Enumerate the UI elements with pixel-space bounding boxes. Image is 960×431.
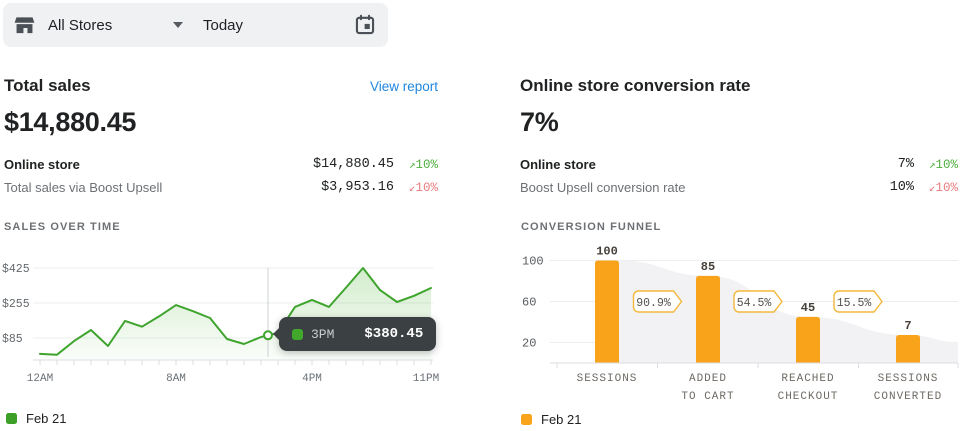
legend-label: Feb 21 [541, 412, 582, 427]
metric-row-boost-upsell-rate: Boost Upsell conversion rate 10% ↙10% [520, 176, 958, 199]
svg-text:60: 60 [522, 296, 536, 310]
metric-label: Boost Upsell conversion rate [520, 180, 686, 195]
tooltip-time-label: 3PM [311, 326, 335, 342]
funnel-category-label: ADDED [689, 373, 727, 385]
metric-value: $14,880.45 [312, 157, 394, 172]
sales-over-time-chart[interactable]: $425 $255 $85 12AM 8AM 4PM 11PM [0, 250, 440, 385]
date-selector-button[interactable]: Today [187, 3, 388, 47]
arrow-down-left-icon: ↙ [408, 182, 416, 195]
legend-label: Feb 21 [26, 411, 67, 426]
conversion-chip-label: 54.5% [737, 297, 772, 310]
metric-row-online-store-rate: Online store 7% ↗10% [520, 153, 958, 176]
funnel-bar-chart-svg: 100 60 20 100 85 45 7 90.9% 54.5% 15.5% SESSIONS AD… [522, 245, 959, 403]
bar-value-label: 85 [701, 260, 715, 274]
sales-chart-legend: Feb 21 [6, 411, 66, 426]
svg-text:11PM: 11PM [413, 373, 439, 385]
conversion-rate-value: 7% [520, 107, 559, 137]
arrow-up-right-icon: ↗ [408, 159, 416, 172]
total-sales-title: Total sales [4, 76, 91, 95]
metric-label: Online store [520, 157, 596, 172]
date-selector-label: Today [203, 16, 244, 34]
svg-text:$85: $85 [2, 333, 23, 346]
total-sales-card: Total sales View report $14,880.45 Onlin… [4, 76, 438, 199]
conversion-rate-card: Online store conversion rate 7% Online s… [520, 76, 958, 199]
funnel-bar [595, 260, 619, 363]
conversion-funnel-heading: CONVERSION FUNNEL [521, 221, 662, 233]
sales-line [39, 267, 432, 356]
funnel-category-label: CONVERTED [874, 391, 942, 403]
total-sales-value: $14,880.45 [4, 107, 137, 137]
orange-legend-swatch-icon [521, 414, 532, 425]
calendar-icon [354, 14, 376, 36]
svg-text:12AM: 12AM [27, 373, 53, 385]
view-report-link[interactable]: View report [369, 79, 438, 94]
svg-text:100: 100 [522, 255, 544, 269]
funnel-category-label: CHECKOUT [778, 391, 839, 403]
sales-line-chart-svg: $425 $255 $85 12AM 8AM 4PM 11PM [2, 263, 439, 385]
svg-text:$425: $425 [2, 263, 30, 276]
metric-row-boost-upsell: Total sales via Boost Upsell $3,953.16 ↙… [4, 176, 438, 199]
store-icon [13, 14, 36, 37]
metric-delta: ↙10% [928, 180, 958, 195]
arrow-down-left-icon: ↙ [928, 182, 936, 195]
svg-text:8AM: 8AM [166, 373, 186, 385]
metric-label: Online store [4, 157, 80, 172]
metric-value: 7% [897, 157, 914, 172]
legend-swatch-icon [292, 328, 303, 340]
conversion-chip [833, 290, 883, 313]
metric-value: 10% [889, 180, 914, 195]
funnel-category-label: SESSIONS [577, 373, 638, 385]
funnel-bar [696, 275, 720, 363]
metric-delta: ↙10% [408, 180, 438, 195]
funnel-bar [896, 335, 920, 363]
conversion-funnel-chart[interactable]: 100 60 20 100 85 45 7 90.9% 54.5% 15.5% SESSIONS AD… [520, 245, 960, 431]
chart-tooltip: 3PM $380.45 [272, 317, 437, 351]
conversion-chip-label: 90.9% [636, 297, 671, 310]
store-selector-button[interactable]: All Stores [3, 3, 197, 47]
funnel-category-label: REACHED [781, 373, 834, 385]
arrow-up-right-icon: ↗ [928, 159, 936, 172]
green-legend-swatch-icon [6, 413, 17, 424]
bar-value-label: 45 [801, 301, 815, 315]
conversion-chip-label: 15.5% [837, 297, 872, 310]
svg-text:$255: $255 [2, 298, 30, 311]
funnel-bar [796, 316, 820, 363]
conversion-rate-title: Online store conversion rate [520, 76, 751, 95]
metric-value: $3,953.16 [321, 180, 394, 195]
hover-dot [263, 330, 273, 341]
conversion-chip [632, 290, 683, 313]
metric-delta: ↗10% [928, 157, 958, 172]
conversion-chip [733, 290, 783, 313]
metric-row-online-store: Online store $14,880.45 ↗10% [4, 153, 438, 176]
svg-text:20: 20 [522, 337, 536, 351]
metric-label: Total sales via Boost Upsell [4, 180, 163, 195]
sales-over-time-heading: SALES OVER TIME [4, 221, 121, 233]
chevron-down-icon [173, 22, 183, 28]
store-selector-label: All Stores [48, 16, 113, 34]
svg-text:4PM: 4PM [302, 373, 322, 385]
bar-value-label: 100 [596, 245, 618, 259]
metric-delta: ↗10% [408, 157, 438, 172]
funnel-category-label: TO CART [681, 391, 734, 403]
funnel-chart-legend: Feb 21 [521, 412, 581, 427]
funnel-category-label: SESSIONS [878, 373, 939, 385]
tooltip-value: $380.45 [364, 326, 424, 342]
bar-value-label: 7 [904, 319, 911, 333]
